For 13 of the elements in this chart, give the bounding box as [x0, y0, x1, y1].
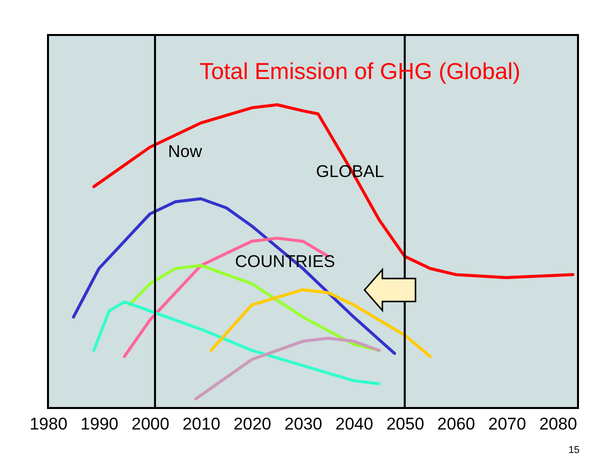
x-tick-label: 2070	[488, 414, 526, 434]
x-tick-label: 1980	[30, 414, 68, 434]
x-tick-label: 2030	[284, 414, 322, 434]
x-tick-label: 1990	[80, 414, 118, 434]
annotation: Now	[168, 142, 203, 161]
x-tick-label: 2050	[386, 414, 424, 434]
x-tick-label: 2080	[539, 414, 578, 434]
x-tick-label: 2010	[182, 414, 220, 434]
x-tick-label: 2020	[233, 414, 272, 434]
x-tick-label: 2000	[132, 414, 170, 434]
x-tick-label: 2040	[335, 414, 374, 434]
text: 15	[568, 445, 580, 456]
x-tick-label: 2060	[437, 414, 476, 434]
